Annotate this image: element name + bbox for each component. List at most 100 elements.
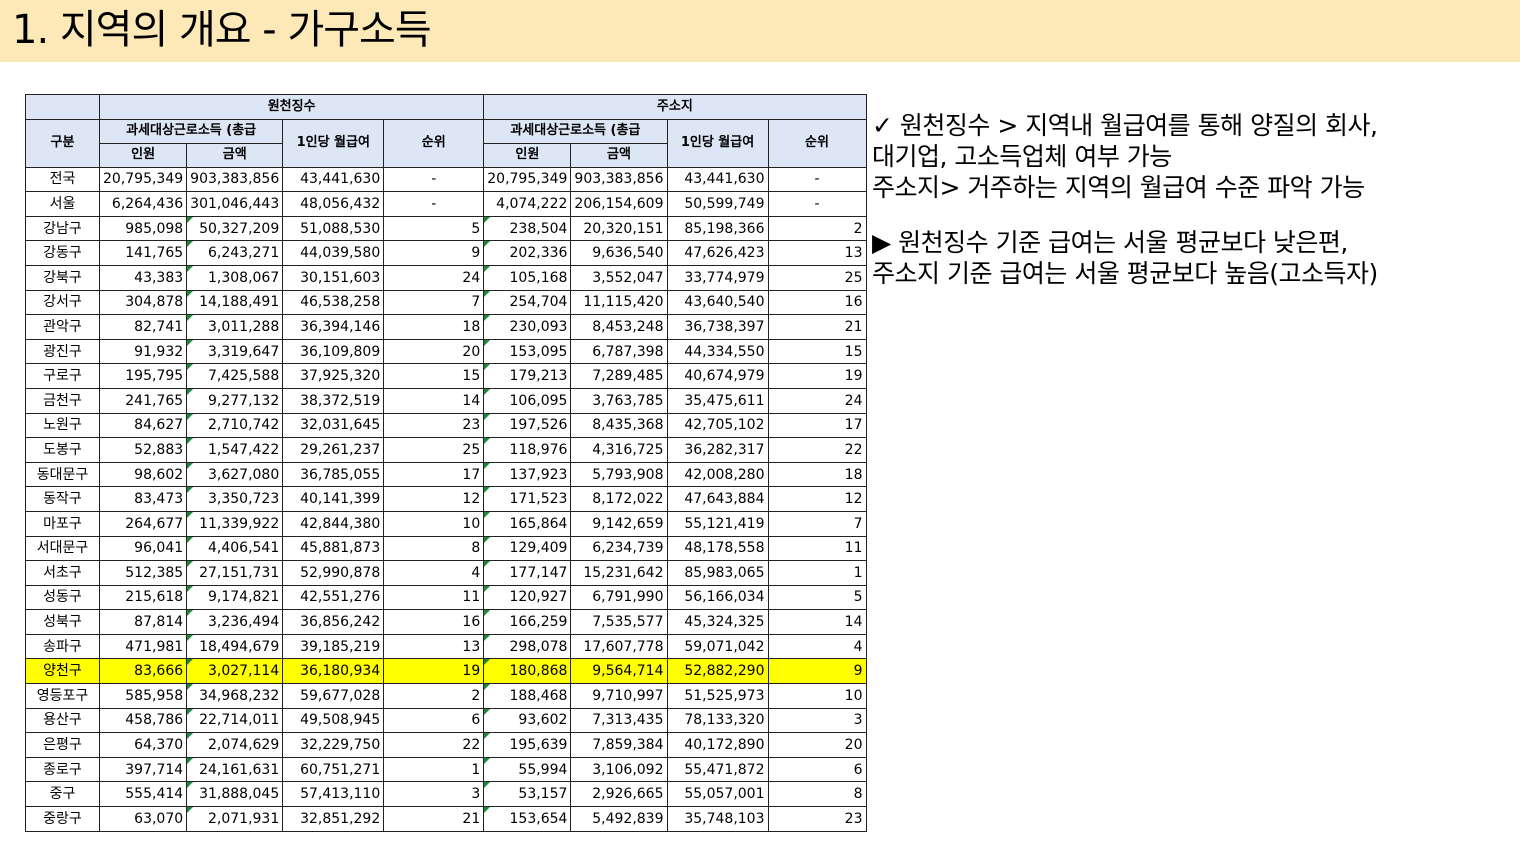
row-name-cell: 광진구 [25, 338, 100, 365]
table-row: 서울 6,264,436 301,046,443 48,056,432-4,074,2… [25, 191, 867, 217]
note-2-line-2: 주소지 기준 급여는 서울 평균보다 높음(고소득자) [872, 259, 1378, 288]
note-1-line-1: ✓ 원천징수 > 지역내 월급여를 통해 양질의 회사, [872, 111, 1378, 140]
header-amount-w: 금액 [186, 142, 284, 168]
cell-a-people: 153,095 [483, 338, 572, 365]
table-row: 강서구 304,878 14,188,491 46,538,258 7 254,704 11… [25, 289, 867, 316]
cell-a-amount: 8,172,022 [570, 486, 668, 512]
cell-w-pp: 59,677,028 [282, 683, 385, 709]
cell-a-pp: 47,626,423 [666, 240, 769, 266]
cell-w-people: 458,786 [98, 707, 188, 734]
cell-a-rank: 11 [767, 535, 867, 562]
note-1-line-3: 주소지> 거주하는 지역의 월급여 수준 파악 가능 [872, 173, 1365, 202]
table-row: 동작구 83,473 3,350,723 40,141,399 12 171,523 8,1… [25, 486, 867, 512]
table-row: 동대문구 98,602 3,627,080 36,785,055 17 137,923 5,… [25, 461, 867, 488]
table-row: 서초구 512,385 27,151,731 52,990,878 4 177,147 15… [25, 560, 867, 586]
cell-a-people: 118,976 [483, 437, 572, 463]
cell-w-amount: 50,327,209 [186, 215, 284, 242]
cell-w-amount: 18,494,679 [186, 633, 284, 660]
cell-w-rank: 11 [383, 584, 485, 611]
row-name-cell: 영등포구 [25, 683, 100, 709]
cell-w-pp: 36,109,809 [282, 338, 385, 365]
row-name-cell: 도봉구 [25, 437, 100, 463]
cell-w-amount: 27,151,731 [186, 560, 284, 586]
cell-w-rank: 4 [383, 560, 485, 586]
cell-w-rank: - [383, 166, 485, 193]
table-row: 송파구 471,981 18,494,679 39,185,219 13 298,078 1… [25, 633, 867, 660]
cell-a-pp: 40,674,979 [666, 363, 769, 389]
cell-w-pp: 39,185,219 [282, 633, 385, 660]
row-name-cell: 은평구 [25, 732, 100, 758]
cell-w-pp: 36,394,146 [282, 314, 385, 340]
cell-w-pp: 52,990,878 [282, 560, 385, 586]
row-name-cell: 강북구 [25, 264, 100, 291]
cell-a-people: 298,078 [483, 633, 572, 660]
cell-a-rank: 19 [767, 363, 867, 389]
cell-w-people: 512,385 [98, 560, 188, 586]
cell-w-pp: 43,441,630 [282, 166, 385, 193]
row-name-cell: 동작구 [25, 486, 100, 512]
cell-w-rank: 1 [383, 756, 485, 783]
cell-a-people: 197,526 [483, 412, 572, 439]
cell-a-amount: 8,435,368 [570, 412, 668, 439]
cell-a-amount: 6,787,398 [570, 338, 668, 365]
notes-panel: ✓ 원천징수 > 지역내 월급여를 통해 양질의 회사, 대기업, 고소득업체 … [872, 110, 1378, 289]
cell-a-amount: 9,636,540 [570, 240, 668, 266]
cell-a-people: 254,704 [483, 289, 572, 316]
cell-a-rank: 14 [767, 609, 867, 635]
cell-w-pp: 32,031,645 [282, 412, 385, 439]
cell-w-people: 83,666 [98, 658, 188, 685]
cell-a-amount: 3,763,785 [570, 387, 668, 414]
cell-a-people: 120,927 [483, 584, 572, 611]
table-row: 마포구 264,677 11,339,922 42,844,380 10 165,864 9… [25, 510, 867, 537]
row-name-cell: 구로구 [25, 363, 100, 389]
cell-w-rank: 6 [383, 707, 485, 734]
cell-w-rank: - [383, 191, 485, 217]
cell-w-amount: 6,243,271 [186, 240, 284, 266]
cell-a-amount: 2,926,665 [570, 781, 668, 808]
cell-a-amount: 3,106,092 [570, 756, 668, 783]
cell-w-rank: 25 [383, 437, 485, 463]
cell-w-people: 96,041 [98, 535, 188, 562]
cell-w-amount: 2,071,931 [186, 806, 284, 832]
note-1-line-2: 대기업, 고소득업체 여부 가능 [872, 142, 1172, 171]
cell-w-people: 82,741 [98, 314, 188, 340]
cell-a-pp: 52,882,290 [666, 658, 769, 685]
cell-w-people: 985,098 [98, 215, 188, 242]
cell-a-pp: 35,475,611 [666, 387, 769, 414]
row-name-cell: 노원구 [25, 412, 100, 439]
cell-w-amount: 9,277,132 [186, 387, 284, 414]
cell-a-people: 180,868 [483, 658, 572, 685]
cell-w-amount: 34,968,232 [186, 683, 284, 709]
header-amount-a: 금액 [570, 142, 668, 168]
row-name-cell: 서울 [25, 191, 100, 217]
cell-a-people: 171,523 [483, 486, 572, 512]
cell-w-people: 471,981 [98, 633, 188, 660]
table-row: 강북구 43,383 1,308,067 30,151,603 24 105,168 3,5… [25, 264, 867, 291]
table-row: 관악구 82,741 3,011,288 36,394,146 18 230,093 8,4… [25, 314, 867, 340]
cell-w-rank: 8 [383, 535, 485, 562]
cell-w-pp: 42,551,276 [282, 584, 385, 611]
row-name-cell: 금천구 [25, 387, 100, 414]
cell-a-amount: 5,492,839 [570, 806, 668, 832]
cell-w-people: 585,958 [98, 683, 188, 709]
table-row: 금천구 241,765 9,277,132 38,372,519 14 106,095 3,… [25, 387, 867, 414]
cell-w-rank: 20 [383, 338, 485, 365]
cell-a-rank: 12 [767, 486, 867, 512]
cell-a-rank: 8 [767, 781, 867, 808]
cell-w-people: 52,883 [98, 437, 188, 463]
cell-w-rank: 16 [383, 609, 485, 635]
cell-a-amount: 206,154,609 [570, 191, 668, 217]
cell-w-rank: 19 [383, 658, 485, 685]
header-taxable-a: 과세대상근로소득 (총급 [483, 118, 668, 144]
cell-w-rank: 15 [383, 363, 485, 389]
cell-w-pp: 36,856,242 [282, 609, 385, 635]
row-name-cell: 양천구 [25, 658, 100, 685]
cell-a-rank: 25 [767, 264, 867, 291]
cell-w-rank: 21 [383, 806, 485, 832]
cell-a-people: 166,259 [483, 609, 572, 635]
header-rank-w: 순위 [383, 118, 485, 168]
cell-a-amount: 8,453,248 [570, 314, 668, 340]
cell-w-pp: 29,261,237 [282, 437, 385, 463]
row-name-cell: 용산구 [25, 707, 100, 734]
cell-w-pp: 32,851,292 [282, 806, 385, 832]
